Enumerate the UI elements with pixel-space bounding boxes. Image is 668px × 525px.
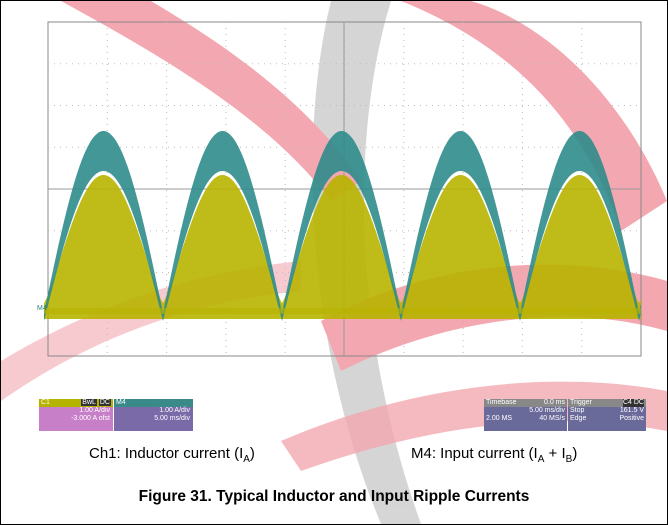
trace-marker: M4 <box>37 305 47 312</box>
caption-text: + I <box>544 445 566 462</box>
caption-text: Ch1: Inductor current (I <box>89 445 244 462</box>
m4-box: M4 1.00 A/div 5.00 ms/div <box>114 399 193 431</box>
m4-time: 5.00 ms/div <box>154 415 190 422</box>
timebase-box: Timebase 0.0 ms 5.00 ms/div 2.00 MS 40 MS/… <box>484 399 567 431</box>
timebase-samples: 2.00 MS <box>486 415 513 422</box>
trigger-type: Edge <box>570 415 587 422</box>
c1-offset: -3.000 A ofst <box>71 415 110 422</box>
timebase-label: Timebase <box>486 399 517 406</box>
caption-text: M4: Input current (I <box>411 445 538 462</box>
c1-scale: 1.00 A/div <box>79 407 110 414</box>
subscript: A <box>537 454 545 465</box>
m4-label: M4 <box>114 399 193 407</box>
subscript: A <box>243 454 250 465</box>
c1-label: C1 <box>41 399 50 406</box>
trigger-label: Trigger <box>570 399 592 406</box>
badge: BwL <box>81 399 97 406</box>
badge: DC <box>98 399 111 406</box>
timebase-delay: 0.0 ms <box>543 399 565 406</box>
waveforms <box>44 131 641 321</box>
caption-text: ) <box>249 445 255 462</box>
trigger-slope: Positive <box>619 415 644 422</box>
trigger-mode: Stop <box>570 407 585 414</box>
caption-text: ) <box>572 445 578 462</box>
ch1-trace <box>44 175 641 319</box>
trigger-box: Trigger C4 DC Stop 161.5 V Edge Positive <box>568 399 646 431</box>
m4-trace <box>44 131 641 321</box>
subscript: B <box>565 454 573 465</box>
figure-title: Figure 31. Typical Inductor and Input Ri… <box>138 488 530 505</box>
trigger-level: 161.5 V <box>619 407 644 414</box>
caption-m4: M4: Input current (IA + IB) <box>411 445 577 465</box>
badge: C4 DC <box>622 399 644 407</box>
timebase-rate: 40 MS/s <box>539 415 565 422</box>
caption-ch1: Ch1: Inductor current (IA) <box>89 445 255 465</box>
timebase-div: 5.00 ms/div <box>529 407 565 414</box>
m4-scale: 1.00 A/div <box>159 407 190 414</box>
c1-box: C1 BwL DC 1.00 A/div -3.000 A ofst <box>39 399 113 431</box>
